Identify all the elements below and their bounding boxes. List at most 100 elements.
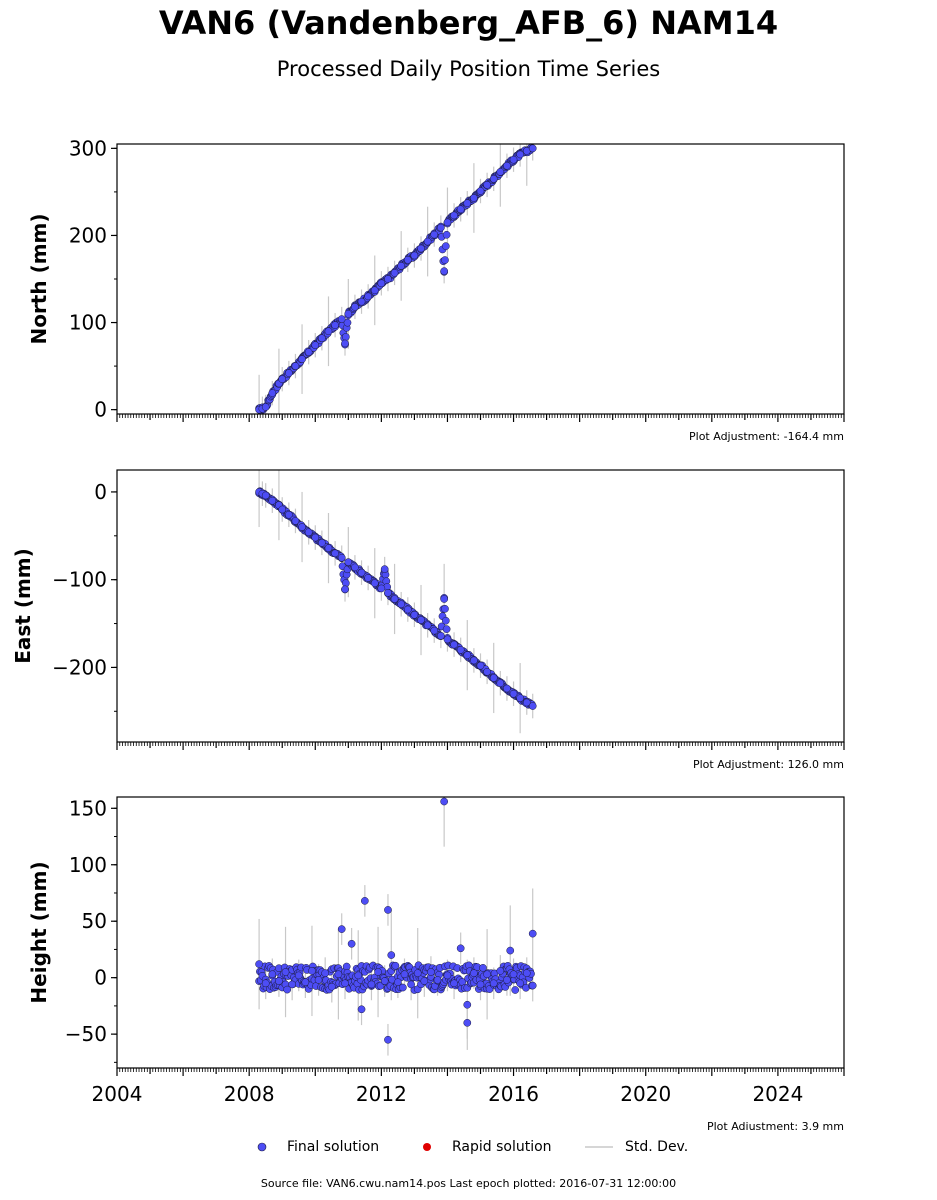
final-solution-point [331,549,339,558]
final-solution-point [314,976,323,984]
final-solution-point [291,517,300,525]
final-solution-point [483,181,491,189]
chart-canvas: 0 100 200 300 North (mm) Plot Adjustment: -16… [11,136,845,1130]
final-solution-point [440,797,448,806]
panel-0: 0 100 200 300 North (mm) Plot Adjustment: -16… [27,136,845,443]
final-solution-point [278,375,287,384]
final-solution-point [470,194,478,202]
plot-area [255,144,537,414]
final-solution-point [410,610,419,619]
y-axis-label: North (mm) [27,213,51,344]
legend-dot-red-icon [423,1143,431,1151]
final-solution-point [341,979,349,988]
final-solution-point [268,496,277,505]
final-solution-point [298,355,306,363]
final-solution-point [403,255,412,264]
final-solution-point [268,389,277,397]
final-solution-point [463,651,472,659]
final-solution-point [374,968,382,976]
final-solution-point [509,970,518,979]
final-solution-point [483,970,491,979]
y-tick-label: 0 [94,480,107,504]
plot-frame [116,469,845,743]
final-solution-point [377,279,386,288]
x-tick-label: 2016 [488,1082,539,1106]
final-solution-point [476,980,485,989]
final-solution-point [394,978,402,987]
final-solution-point [427,968,435,976]
final-solution-point [506,946,515,955]
final-solution-point [294,971,303,980]
final-solution-point [308,967,316,975]
final-solution-point [384,588,392,597]
final-solution-point [470,656,478,665]
legend-label-stddev: Std. Dev. [625,1139,689,1155]
final-solution-point [341,333,350,341]
final-solution-point [456,205,465,214]
final-solution-point [516,150,525,159]
final-solution-point [430,626,439,635]
final-solution-point [390,595,399,603]
final-solution-point [341,339,349,348]
final-solution-point [284,369,293,377]
final-solution-point [261,403,270,411]
legend-label-final: Final solution [287,1139,380,1155]
final-solution-point [450,640,458,649]
plot-adjustment-note: Plot Adjustment: 126.0 mm [693,758,844,771]
final-solution-point [489,979,498,988]
plot-adjustment-note: Plot Adjustment: -164.4 mm [689,430,844,443]
y-tick-label: 200 [69,223,107,247]
final-solution-point [496,967,505,975]
final-solution-point [470,969,478,978]
final-solution-point [337,315,346,323]
final-solution-point [476,187,485,195]
final-solution-point [489,174,498,183]
final-solution-point [413,969,422,978]
final-solution-point [496,679,505,688]
final-solution-point [489,674,498,682]
final-solution-point [436,631,445,640]
final-solution-point [268,970,277,979]
final-solution-point [318,538,326,547]
final-solution-point [283,985,292,994]
final-solution-point [318,334,326,343]
final-solution-point [483,667,491,676]
final-solution-point [441,616,450,625]
final-solution-point [423,621,432,630]
final-solution-point [450,211,458,220]
x-tick-label: 2008 [224,1082,275,1106]
x-tick-label: 2020 [620,1082,671,1106]
final-solution-point [351,303,359,311]
final-solution-point [443,218,452,227]
final-solution-point [301,978,310,987]
final-solution-point [343,318,352,327]
panel-2: −50 0 50 100 150 Height (mm) Plot Adjustment: … [27,796,845,1130]
final-solution-point [528,981,537,990]
final-solution-point [407,980,415,989]
final-solution-point [417,616,425,624]
final-solution-point [456,646,465,654]
final-solution-point [440,595,448,603]
final-solution-point [354,971,363,980]
final-solution-point [337,925,346,933]
final-solution-point [255,960,263,968]
final-solution-point [344,309,353,318]
y-tick-label: 300 [69,136,107,160]
final-solution-point [288,980,296,989]
final-solution-point [357,297,366,306]
final-solution-point [275,977,283,985]
final-solution-point [304,528,313,537]
plot-area [255,470,537,734]
legend-label-rapid: Rapid solution [452,1139,552,1155]
final-solution-point [298,523,306,531]
final-solution-point [522,969,531,978]
final-solution-point [387,951,396,959]
final-solution-point [509,155,518,164]
x-tick-label: 2004 [92,1082,143,1106]
final-solution-point [436,223,445,232]
final-solution-point [463,199,472,208]
final-solution-point [463,1018,472,1027]
final-solution-point [410,251,419,260]
final-solution-point [456,944,465,953]
final-solution-point [463,1000,472,1009]
